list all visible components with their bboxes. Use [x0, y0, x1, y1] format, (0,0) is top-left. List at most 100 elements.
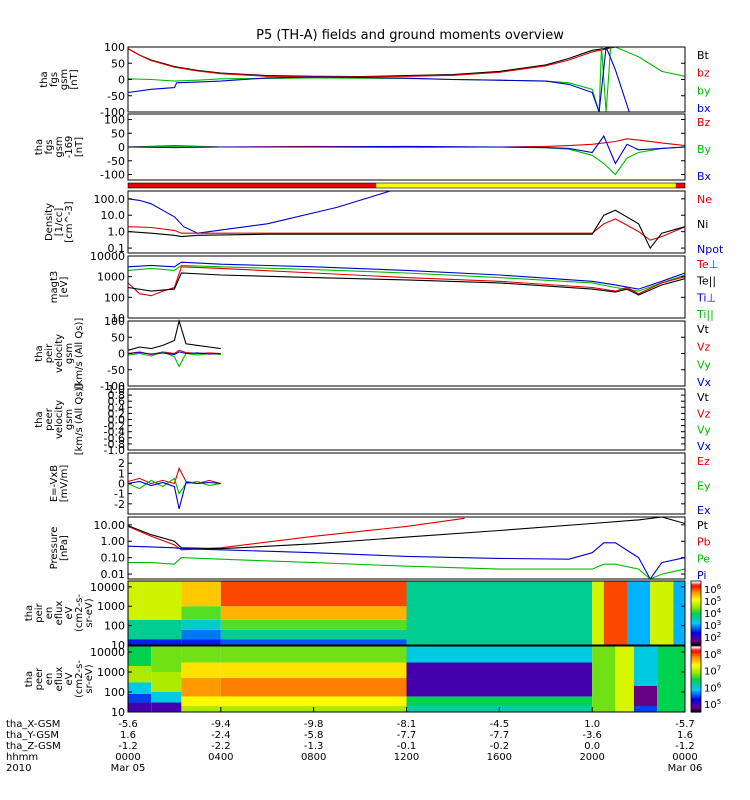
colorbar-frame: [690, 645, 702, 713]
legend-Bt: Bt: [697, 49, 710, 62]
heatmap-cell: [650, 581, 674, 645]
y-axis-label: (cm2-s-: [74, 660, 85, 698]
panel-frame: [127, 190, 686, 254]
legend-bx: bx: [697, 102, 711, 115]
y-axis-label: en: [44, 673, 55, 686]
x-row-value: 1.6: [120, 730, 136, 741]
colorbar-step: [691, 652, 701, 655]
heatmap-cell: [181, 619, 221, 630]
colorbar-step: [691, 707, 701, 710]
colorbar-step: [691, 654, 701, 657]
x-row-value: -1.2: [118, 741, 138, 752]
heatmap-cell: [181, 646, 221, 663]
x-row-value: 1200: [394, 752, 419, 763]
legend-Pi: Pi: [697, 569, 706, 582]
colorbar-step: [691, 705, 701, 708]
series-line-Ex: [127, 480, 221, 510]
y-tick-label: 0: [118, 348, 125, 361]
colorbar-step: [691, 598, 701, 601]
colorbar-step: [691, 627, 701, 630]
legend-Te||: Te||: [696, 275, 716, 288]
mode-bar-segment: [128, 183, 377, 188]
y-tick-label: 0: [118, 141, 125, 154]
legend-by: by: [697, 84, 711, 97]
colorbar-step: [691, 592, 701, 595]
mode-bar: [127, 182, 686, 189]
x-row-value: -1.3: [304, 741, 324, 752]
y-axis-label: Density: [44, 203, 55, 241]
panel-0: 100 50 0 -50 -100 tha fgs gsm [nT] Bt bz by bx: [39, 41, 711, 119]
colorbar-step: [691, 633, 701, 636]
legend-Ex: Ex: [697, 504, 711, 517]
y-tick-label: 0.2: [108, 407, 126, 420]
y-tick-label: 1.00: [101, 535, 126, 548]
legend-Vx: Vx: [697, 440, 712, 453]
y-tick-label: 0.0: [108, 414, 126, 427]
y-tick-label: -100: [100, 106, 125, 119]
series-line-Ez: [127, 466, 221, 485]
x-row-value: 1.0: [584, 719, 600, 730]
series-line-Bx: [127, 134, 686, 165]
colorbar-step: [691, 662, 701, 665]
y-tick-label: 0.01: [101, 568, 126, 581]
y-tick-label: -100: [100, 169, 125, 182]
legend-Ti⊥: Ti⊥: [696, 291, 716, 304]
colorbar-step: [691, 700, 701, 703]
y-tick-label: 100: [104, 41, 125, 54]
colorbar-step: [691, 647, 701, 650]
x-row-value: 1.6: [677, 730, 693, 741]
heatmap-cell: [592, 581, 604, 645]
x-row-value: -9.8: [304, 719, 324, 730]
y-tick-label: -1.0: [104, 444, 125, 457]
colorbar-step: [691, 622, 701, 625]
y-tick-label: 1.0: [108, 226, 126, 239]
colorbar-step: [691, 685, 701, 688]
colorbar-step: [691, 683, 701, 687]
y-axis-label: eV: [64, 606, 75, 619]
series-line-bx: [127, 46, 685, 113]
x-row-value: -7.7: [397, 730, 417, 741]
heatmap-cell: [181, 662, 221, 679]
heatmap-cell: [128, 682, 152, 694]
y-axis-label: sr-eV): [84, 598, 95, 627]
colorbar-step: [691, 702, 701, 705]
colorbar-step: [691, 659, 701, 662]
series-line-By: [127, 145, 686, 176]
panel-frame: [127, 388, 686, 451]
heatmap-cell: [151, 692, 182, 703]
colorbar-step: [691, 601, 701, 604]
legend-Vz: Vz: [697, 341, 711, 354]
colorbar-step: [691, 587, 701, 590]
x-row-label: hhmm: [6, 752, 38, 763]
colorbar-step: [691, 669, 701, 672]
colorbar-step: [691, 630, 701, 633]
x-row-value: 0000: [672, 752, 697, 763]
colorbar-step: [691, 679, 701, 682]
colorbar-step: [691, 609, 701, 612]
colorbar-step: [691, 672, 701, 675]
x-row-label: tha_Z-GSM: [6, 741, 61, 752]
series-line-Pt: [127, 516, 686, 550]
colorbar-step: [691, 597, 701, 600]
x-row-value: -9.4: [211, 719, 231, 730]
x-row-label: tha_X-GSM: [6, 719, 60, 730]
y-axis-label: [mV/m]: [59, 465, 70, 503]
legend-Ni: Ni: [697, 218, 708, 231]
heatmap-cell: [181, 705, 221, 712]
y-axis-label: tha: [34, 139, 45, 155]
y-axis-label: eV: [64, 672, 75, 685]
heatmap-cell: [220, 629, 407, 640]
colorbar-step: [691, 617, 701, 620]
y-tick-label: 10: [111, 706, 125, 719]
y-axis-label: eflux: [54, 601, 65, 626]
panel-2: 100.0 10.0 1.0 0.1 Density [1/cc] [cm^-3] Ne Ni N…: [44, 190, 724, 256]
y-tick-label: -50: [107, 155, 125, 168]
y-axis-label: gsm: [54, 136, 65, 157]
colorbar-step: [691, 703, 701, 706]
y-axis-label: fgs: [49, 72, 60, 87]
y-tick-label: 10: [111, 639, 125, 652]
colorbar-step: [691, 675, 701, 678]
y-axis-label: sr-eV): [84, 664, 95, 693]
legend-Pe: Pe: [697, 552, 710, 565]
